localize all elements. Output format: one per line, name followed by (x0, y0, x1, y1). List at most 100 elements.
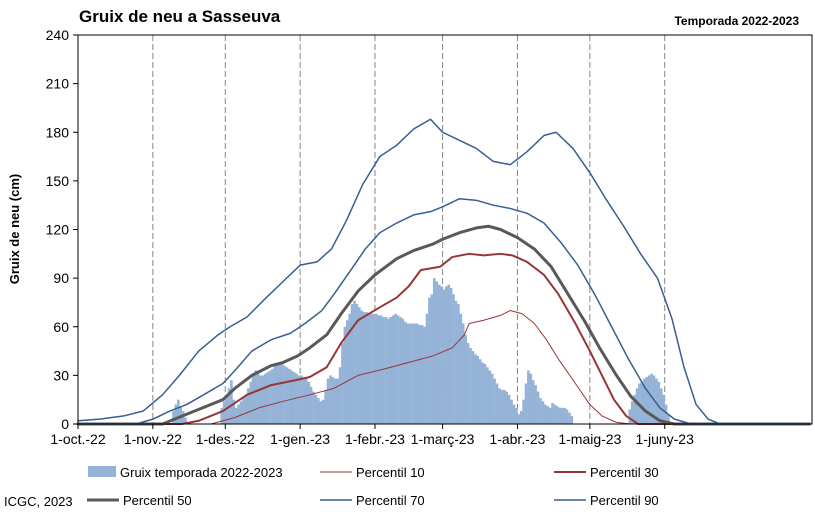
legend-item-p10: Percentil 10 (320, 465, 425, 480)
snow-bar (471, 351, 475, 424)
snow-bar (331, 377, 335, 424)
credit-text: ICGC, 2023 (4, 494, 73, 509)
x-tick-label: 1-febr.-23 (345, 431, 405, 447)
snow-bar (353, 300, 356, 424)
snow-bar (657, 381, 661, 424)
snow-bar (280, 364, 284, 424)
snow-bar (642, 378, 646, 424)
snow-bar (486, 367, 489, 424)
snow-bar (452, 294, 455, 424)
snow-bar (437, 284, 441, 424)
snow-bar (640, 381, 644, 424)
snow-bar (377, 315, 380, 424)
snow-bar (418, 325, 422, 424)
x-tick-label: 1-abr.-23 (489, 431, 545, 447)
snow-bar (457, 304, 460, 424)
snow-bar (304, 378, 308, 424)
snow-bar (498, 388, 501, 424)
snow-bar (556, 406, 559, 424)
snow-bar (232, 399, 236, 424)
snow-bar (401, 318, 405, 424)
snow-bar (350, 304, 354, 424)
snow-bar (249, 381, 253, 424)
snow-bar (234, 407, 238, 424)
snow-bar (172, 411, 175, 424)
snow-bar (384, 317, 388, 424)
legend: Gruix temporada 2022-2023 Percentil 10 P… (87, 465, 659, 508)
snow-bar (505, 391, 508, 424)
snow-bar (510, 399, 513, 424)
snow-bar (338, 367, 342, 424)
snow-bar (309, 386, 313, 424)
snow-bar (408, 323, 412, 424)
snow-bar (239, 401, 243, 424)
x-tick-label: 1-des.-22 (196, 431, 255, 447)
legend-swatch-bars (88, 466, 116, 477)
snow-bar (247, 388, 250, 424)
snow-bar (302, 377, 306, 424)
snow-bar (442, 289, 446, 424)
snow-bar (493, 378, 496, 424)
snow-bar (278, 362, 282, 424)
snow-bar (667, 414, 670, 424)
snow-bar (502, 389, 506, 424)
x-tick-label: 1-gen.-23 (270, 431, 330, 447)
snow-bar (391, 315, 395, 424)
snow-bar (500, 389, 504, 424)
legend-label-p70: Percentil 70 (356, 493, 425, 508)
snow-bar (387, 318, 390, 424)
snow-bar (348, 313, 352, 424)
snow-bar (512, 404, 516, 424)
snow-bar (372, 313, 376, 424)
snow-bar (519, 411, 523, 424)
snow-bar (662, 394, 665, 424)
snow-bar (256, 373, 260, 424)
legend-item-p30: Percentil 30 (554, 465, 659, 480)
snow-bar (546, 406, 550, 424)
snow-bar (326, 378, 330, 424)
snow-bar (517, 414, 521, 424)
vertical-gridlines (152, 35, 666, 424)
snow-bar (449, 287, 453, 424)
snow-bar (423, 326, 426, 424)
x-tick-label: 1-juny-23 (636, 431, 695, 447)
x-tick-label: 1-nov.-22 (124, 431, 182, 447)
snow-bar (396, 315, 400, 424)
snow-bar (425, 313, 429, 424)
series-line-percentil-30 (77, 252, 811, 425)
snow-bar (428, 297, 431, 424)
season-snow-bars (172, 278, 670, 425)
snow-bar (230, 380, 233, 424)
snow-bar (440, 286, 443, 424)
snow-bar (324, 389, 327, 424)
snow-bar (541, 401, 545, 424)
snow-bar (543, 404, 547, 424)
snow-bar (292, 372, 296, 424)
snow-bar (367, 313, 371, 424)
snow-bar (355, 304, 359, 424)
snow-bar (268, 370, 272, 424)
snow-bar (394, 313, 397, 424)
chart-title: Gruix de neu a Sasseuva (79, 7, 281, 26)
snow-bar (515, 407, 518, 424)
snow-bar (399, 317, 402, 424)
y-tick-label: 240 (46, 27, 70, 43)
snow-bar (370, 313, 373, 424)
snow-bar (403, 321, 407, 424)
snow-bar (242, 398, 245, 424)
snow-bar (181, 411, 185, 424)
snow-bar (430, 294, 434, 424)
snow-bar (529, 373, 533, 424)
snow-bar (297, 375, 301, 425)
y-tick-label: 30 (53, 367, 69, 383)
snow-bar (531, 380, 535, 424)
snow-bar (527, 370, 530, 424)
snow-bar (445, 286, 448, 424)
snow-bar (290, 370, 294, 424)
snow-bar (420, 325, 424, 424)
snow-bar (476, 355, 479, 424)
snow-bar (522, 399, 525, 424)
snow-bar (300, 375, 303, 425)
snow-bar (495, 383, 499, 424)
snow-bar (565, 409, 569, 424)
